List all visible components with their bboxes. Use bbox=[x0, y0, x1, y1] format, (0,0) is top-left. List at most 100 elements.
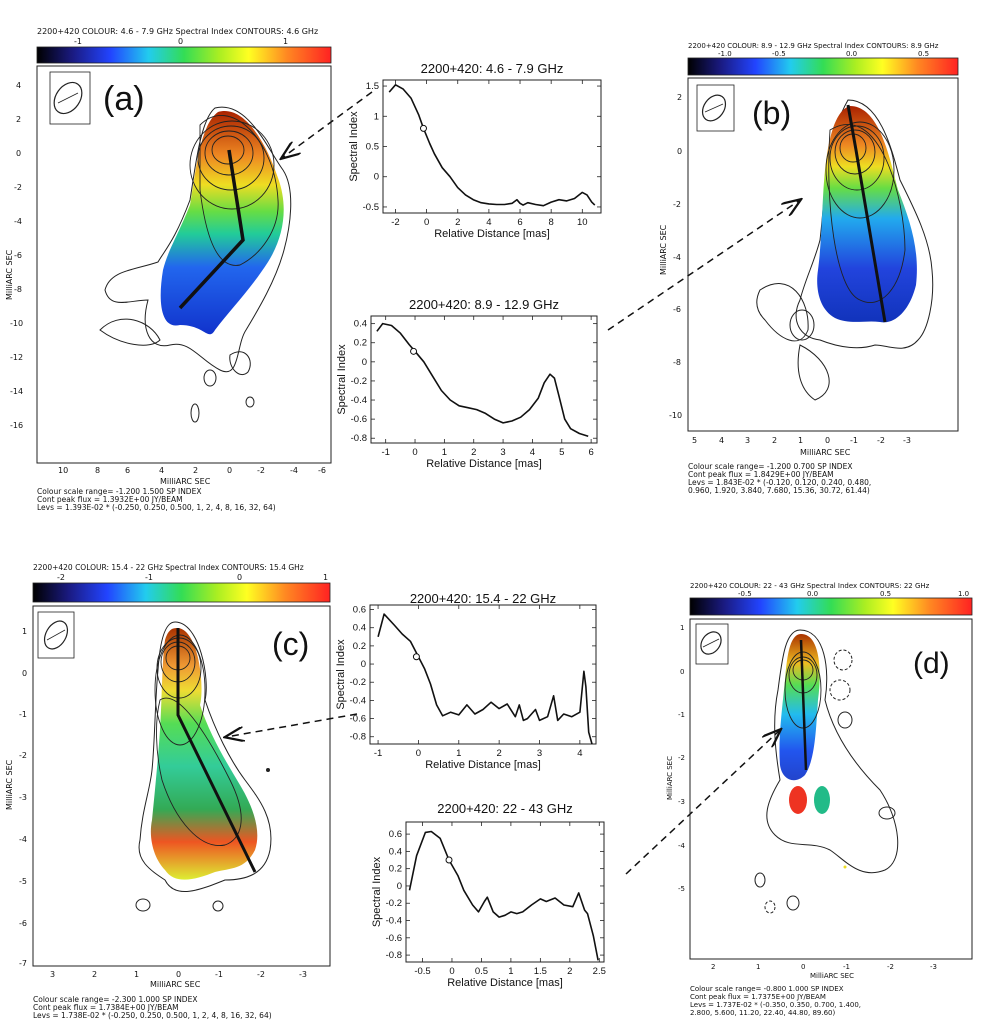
svg-text:-2: -2 bbox=[57, 573, 65, 582]
panel-d-frame bbox=[689, 618, 973, 960]
core-marker bbox=[410, 347, 418, 355]
arrow-a bbox=[282, 91, 373, 158]
x-tick-label: 0 bbox=[416, 748, 421, 759]
plot-title: 2200+420: 15.4 - 22 GHz bbox=[410, 591, 556, 606]
y-tick-label: -0.2 bbox=[351, 376, 367, 387]
x-tick-label: 10 bbox=[577, 217, 588, 228]
y-tick-label: 0.2 bbox=[354, 338, 367, 349]
x-tick-label: 2 bbox=[567, 966, 572, 977]
y-tick-label: -0.8 bbox=[351, 433, 367, 444]
svg-text:Cont peak flux = 1.8429E+00 JY: Cont peak flux = 1.8429E+00 JY/BEAM bbox=[688, 470, 834, 479]
panel-d-label: (d) bbox=[913, 647, 950, 680]
arrow-c bbox=[226, 713, 358, 737]
panel-a-colorbar bbox=[36, 46, 332, 64]
svg-text:-1: -1 bbox=[850, 436, 858, 445]
svg-text:0: 0 bbox=[16, 149, 21, 158]
svg-text:1: 1 bbox=[22, 627, 27, 636]
y-tick-label: -0.6 bbox=[386, 933, 402, 944]
y-tick-label: 0.5 bbox=[366, 142, 379, 153]
svg-text:Colour scale range= -1.200 0.7: Colour scale range= -1.200 0.700 SP INDE… bbox=[688, 462, 852, 471]
svg-text:0: 0 bbox=[237, 573, 242, 582]
y-tick-label: -0.6 bbox=[351, 414, 367, 425]
svg-text:0.0: 0.0 bbox=[846, 50, 857, 58]
panel-a-cbar-tick-3: 1 bbox=[283, 37, 288, 46]
y-axis-label: Spectral Index bbox=[336, 344, 348, 415]
panel-b-frame bbox=[687, 77, 959, 432]
panel-d-ylabel: MilliARC SEC bbox=[666, 756, 674, 800]
svg-text:-0.5: -0.5 bbox=[772, 50, 786, 58]
svg-text:5: 5 bbox=[692, 436, 697, 445]
svg-text:3: 3 bbox=[745, 436, 750, 445]
panel-b-header: 2200+420 COLOUR: 8.9 - 12.9 GHz Spectral… bbox=[688, 42, 939, 50]
spectral-plot-4: 2200+420: 22 - 43 GHz -0.5 0 0.5 1 1.5 2 2.5 -0.… bbox=[371, 801, 606, 989]
svg-text:1: 1 bbox=[680, 624, 684, 632]
svg-text:-10: -10 bbox=[669, 411, 682, 420]
svg-text:-4: -4 bbox=[678, 842, 686, 850]
y-tick-label: -0.4 bbox=[351, 395, 367, 406]
x-tick-label: 6 bbox=[517, 217, 522, 228]
svg-text:0: 0 bbox=[22, 669, 27, 678]
x-tick-label: 0 bbox=[449, 966, 454, 977]
panel-b-ylabel: MilliARC SEC bbox=[659, 224, 668, 275]
spectral-index-plots: 2200+420: 4.6 - 7.9 GHz-2 0 2 4 6 8 10-0.500.5… bbox=[335, 61, 606, 989]
svg-text:-1.0: -1.0 bbox=[718, 50, 732, 58]
svg-text:8: 8 bbox=[95, 466, 100, 475]
y-tick-label: -0.8 bbox=[350, 732, 366, 743]
panel-a-footer-2: Cont peak flux = 1.3932E+00 JY/BEAM bbox=[37, 495, 183, 504]
panel-d: 2200+420 COLOUR: 22 - 43 GHz Spectral In… bbox=[666, 582, 973, 1017]
panel-d-jet bbox=[779, 634, 820, 781]
x-axis-label: Relative Distance [mas] bbox=[425, 759, 541, 771]
svg-text:Cont peak flux = 1.7375E+00 JY: Cont peak flux = 1.7375E+00 JY/BEAM bbox=[690, 993, 826, 1001]
svg-text:-14: -14 bbox=[10, 387, 23, 396]
arrow-b bbox=[607, 200, 800, 331]
svg-text:-2: -2 bbox=[877, 436, 885, 445]
plot-title: 2200+420: 8.9 - 12.9 GHz bbox=[409, 297, 559, 312]
y-tick-label: 0.2 bbox=[389, 864, 402, 875]
svg-text:-3: -3 bbox=[903, 436, 911, 445]
panel-a-frame bbox=[36, 65, 332, 464]
y-tick-label: 0.2 bbox=[353, 641, 366, 652]
y-tick-label: 1 bbox=[374, 111, 379, 122]
x-tick-label: 0.5 bbox=[475, 966, 488, 977]
panel-c-frame bbox=[32, 605, 331, 967]
y-tick-label: 0 bbox=[362, 357, 367, 368]
svg-text:Colour scale range= -0.800 1.0: Colour scale range= -0.800 1.000 SP INDE… bbox=[690, 985, 844, 993]
y-tick-label: -0.4 bbox=[350, 695, 366, 706]
x-tick-label: -2 bbox=[391, 217, 399, 228]
y-axis-label: Spectral Index bbox=[335, 639, 347, 710]
svg-text:-6: -6 bbox=[19, 919, 27, 928]
core-marker bbox=[445, 856, 453, 864]
svg-text:Levs = 1.737E-02 * (-0.350, 0.: Levs = 1.737E-02 * (-0.350, 0.350, 0.700… bbox=[690, 1001, 861, 1009]
panel-b-xlabel: MilliARC SEC bbox=[800, 448, 851, 457]
x-tick-label: 1 bbox=[456, 748, 461, 759]
svg-text:Levs = 1.843E-02 * (-0.120, 0.: Levs = 1.843E-02 * (-0.120, 0.120, 0.240… bbox=[688, 478, 871, 487]
panel-a-beam bbox=[53, 81, 83, 115]
x-tick-label: 1.5 bbox=[534, 966, 547, 977]
panel-b-ridge-line bbox=[846, 104, 887, 323]
x-tick-label: 4 bbox=[486, 217, 491, 228]
x-tick-label: 1 bbox=[442, 447, 447, 458]
panel-b-label: (b) bbox=[752, 95, 791, 131]
x-tick-label: -0.5 bbox=[414, 966, 430, 977]
panel-d-header: 2200+420 COLOUR: 22 - 43 GHz Spectral In… bbox=[690, 582, 930, 590]
x-tick-label: 4 bbox=[530, 447, 535, 458]
spectral-plot-3: 2200+420: 15.4 - 22 GHz -1 0 1 2 3 4 -0.8 -0.6 -0… bbox=[335, 591, 597, 771]
panel-c-colorbar bbox=[32, 582, 331, 603]
svg-text:-2: -2 bbox=[257, 466, 265, 475]
plot-title: 2200+420: 4.6 - 7.9 GHz bbox=[421, 61, 564, 76]
svg-text:-5: -5 bbox=[19, 877, 27, 886]
spectral-index-line bbox=[376, 322, 589, 438]
x-tick-label: 2 bbox=[496, 748, 501, 759]
svg-text:-1: -1 bbox=[843, 963, 850, 971]
x-tick-label: 2.5 bbox=[593, 966, 606, 977]
plot-frame bbox=[370, 315, 598, 444]
svg-text:0.5: 0.5 bbox=[918, 50, 929, 58]
spectral-index-line bbox=[377, 613, 593, 745]
svg-text:2: 2 bbox=[772, 436, 777, 445]
x-tick-label: 4 bbox=[577, 748, 582, 759]
panel-a-header: 2200+420 COLOUR: 4.6 - 7.9 GHz Spectral … bbox=[37, 27, 318, 36]
svg-text:1.0: 1.0 bbox=[958, 590, 969, 598]
spectral-plot-2: 2200+420: 8.9 - 12.9 GHz -1 0 1 2 3 4 5 6 -0.8 -0.… bbox=[336, 297, 598, 470]
x-axis-label: Relative Distance [mas] bbox=[434, 228, 550, 240]
svg-text:-4: -4 bbox=[14, 217, 22, 226]
